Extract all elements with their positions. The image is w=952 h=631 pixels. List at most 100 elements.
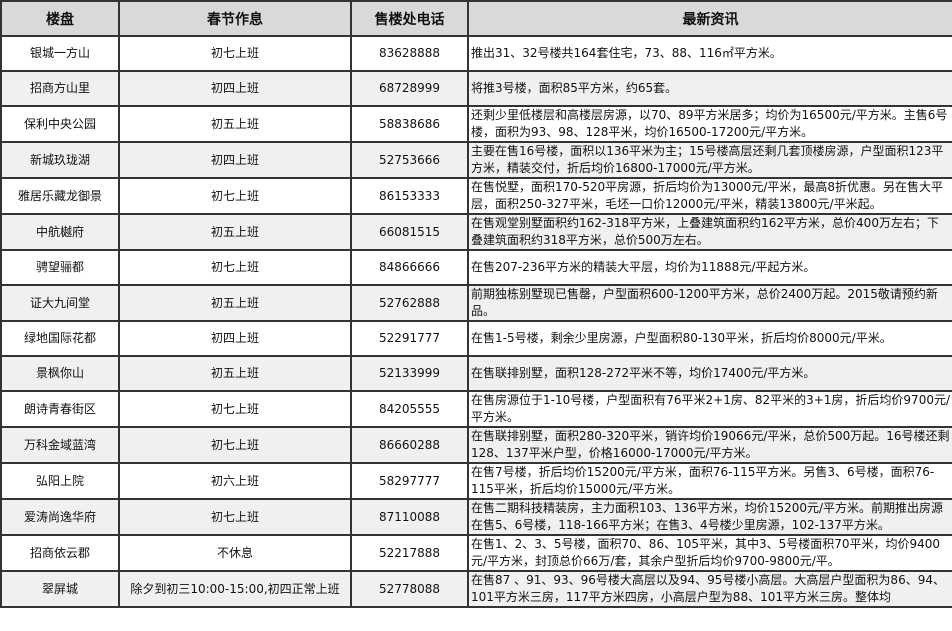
property-name: 中航樾府 — [0, 213, 120, 251]
property-name: 保利中央公园 — [0, 105, 120, 143]
latest-news-text: 在售7号楼，折后均价15200元/平方米，面积76-115平方米。另售3、6号楼… — [471, 465, 935, 496]
holiday-schedule: 初七上班 — [118, 177, 352, 215]
latest-news-text: 在售悦墅，面积170-520平房源，折后均价为13000元/平米，最高8折优惠。… — [471, 180, 943, 211]
latest-news-text: 在售房源位于1-10号楼，户型面积有76平米2+1房、82平米的3+1房，折后均… — [471, 393, 950, 424]
latest-news: 在售1-5号楼，剩余少里房源，户型面积80-130平米，折后均价8000元/平米… — [467, 320, 952, 357]
property-name: 招商依云郡 — [0, 534, 120, 572]
table-row: 证大九间堂 初五上班 52762888 前期独栋别墅现已售罄，户型面积600-1200… — [0, 284, 952, 322]
latest-news: 前期独栋别墅现已售罄，户型面积600-1200平方米，总价2400万起。2015… — [467, 284, 952, 322]
property-name: 招商方山里 — [0, 70, 120, 107]
property-name: 雅居乐藏龙御景 — [0, 177, 120, 215]
holiday-schedule: 初四上班 — [118, 320, 352, 357]
header-row: 楼盘 春节作息 售楼处电话 最新资讯 — [0, 0, 952, 37]
table-row: 弘阳上院 初六上班 58297777 在售7号楼，折后均价15200元/平方米，面积7… — [0, 462, 952, 500]
latest-news-text: 在售1、2、3、5号楼，面积70、86、105平米，其中3、5号楼面积70平米，… — [471, 537, 941, 568]
sales-phone: 83628888 — [350, 35, 469, 72]
latest-news: 在售联排别墅，面积280-320平米，销许均价19066元/平米，总价500万起… — [467, 426, 952, 464]
property-name: 翠屏城 — [0, 570, 120, 608]
sales-phone: 52133999 — [350, 355, 469, 392]
holiday-schedule: 初七上班 — [118, 390, 352, 428]
sales-phone: 52217888 — [350, 534, 469, 572]
latest-news: 在售1、2、3、5号楼，面积70、86、105平米，其中3、5号楼面积70平米，… — [467, 534, 952, 572]
property-name: 弘阳上院 — [0, 462, 120, 500]
sales-phone: 68728999 — [350, 70, 469, 107]
latest-news-text: 前期独栋别墅现已售罄，户型面积600-1200平方米，总价2400万起。2015… — [471, 287, 938, 318]
table-row: 绿地国际花都 初四上班 52291777 在售1-5号楼，剩余少里房源，户型面积80-… — [0, 320, 952, 357]
latest-news: 在售87 、91、93、96号楼大高层以及94、95号楼小高层。大高层户型面积为… — [467, 570, 952, 608]
holiday-schedule: 初五上班 — [118, 284, 352, 322]
property-table: 楼盘 春节作息 售楼处电话 最新资讯 银城一方山 初七上班 83628888 推出31… — [0, 0, 952, 608]
property-name: 证大九间堂 — [0, 284, 120, 322]
sales-phone: 66081515 — [350, 213, 469, 251]
latest-news-text: 在售观堂别墅面积约162-318平方米，上叠建筑面积约162平方米，总价400万… — [471, 216, 939, 247]
table-row: 骋望骊都 初七上班 84866666 在售207-236平方米的精装大平层，均价为11… — [0, 249, 952, 286]
latest-news-text: 在售联排别墅，面积128-272平米不等，均价17400元/平方米。 — [471, 366, 816, 380]
sales-phone: 52753666 — [350, 141, 469, 179]
latest-news-text: 主要在售16号楼，面积以136平米为主；15号楼高层还剩几套顶楼房源，户型面积1… — [471, 144, 944, 175]
sales-phone: 86660288 — [350, 426, 469, 464]
latest-news: 还剩少里低楼层和高楼层房源，以70、89平方米居多；均价为16500元/平方米。… — [467, 105, 952, 143]
property-name: 银城一方山 — [0, 35, 120, 72]
latest-news: 在售7号楼，折后均价15200元/平方米，面积76-115平方米。另售3、6号楼… — [467, 462, 952, 500]
latest-news: 在售观堂别墅面积约162-318平方米，上叠建筑面积约162平方米，总价400万… — [467, 213, 952, 251]
holiday-schedule: 初五上班 — [118, 355, 352, 392]
holiday-schedule: 初七上班 — [118, 249, 352, 286]
latest-news: 在售二期科技精装房，主力面积103、136平方米，均价15200元/平方米。前期… — [467, 498, 952, 536]
latest-news-text: 还剩少里低楼层和高楼层房源，以70、89平方米居多；均价为16500元/平方米。… — [471, 108, 948, 139]
holiday-schedule: 除夕到初三10:00-15:00,初四正常上班 — [118, 570, 352, 608]
table-row: 招商依云郡 不休息 52217888 在售1、2、3、5号楼，面积70、86、105平… — [0, 534, 952, 572]
header-schedule: 春节作息 — [118, 0, 352, 37]
table-row: 爱涛尚逸华府 初七上班 87110088 在售二期科技精装房，主力面积103、136平… — [0, 498, 952, 536]
latest-news-text: 将推3号楼，面积85平方米，约65套。 — [471, 81, 678, 95]
property-name: 景枫你山 — [0, 355, 120, 392]
latest-news: 将推3号楼，面积85平方米，约65套。 — [467, 70, 952, 107]
property-name: 爱涛尚逸华府 — [0, 498, 120, 536]
sales-phone: 52762888 — [350, 284, 469, 322]
header-phone: 售楼处电话 — [350, 0, 469, 37]
latest-news-text: 在售联排别墅，面积280-320平米，销许均价19066元/平米，总价500万起… — [471, 429, 950, 460]
latest-news: 在售207-236平方米的精装大平层，均价为11888元/平起方米。 — [467, 249, 952, 286]
table-row: 景枫你山 初五上班 52133999 在售联排别墅，面积128-272平米不等，均价1… — [0, 355, 952, 392]
header-news: 最新资讯 — [467, 0, 952, 37]
sales-phone: 58838686 — [350, 105, 469, 143]
holiday-schedule: 初四上班 — [118, 70, 352, 107]
holiday-schedule: 初五上班 — [118, 213, 352, 251]
latest-news: 在售悦墅，面积170-520平房源，折后均价为13000元/平米，最高8折优惠。… — [467, 177, 952, 215]
sales-phone: 58297777 — [350, 462, 469, 500]
latest-news-text: 在售二期科技精装房，主力面积103、136平方米，均价15200元/平方米。前期… — [471, 501, 944, 532]
latest-news: 在售房源位于1-10号楼，户型面积有76平米2+1房、82平米的3+1房，折后均… — [467, 390, 952, 428]
table-row: 雅居乐藏龙御景 初七上班 86153333 在售悦墅，面积170-520平房源，折后均… — [0, 177, 952, 215]
table-row: 新城玖珑湖 初四上班 52753666 主要在售16号楼，面积以136平米为主；15号… — [0, 141, 952, 179]
holiday-schedule: 初七上班 — [118, 498, 352, 536]
property-name: 万科金域蓝湾 — [0, 426, 120, 464]
holiday-schedule: 初七上班 — [118, 35, 352, 72]
sales-phone: 86153333 — [350, 177, 469, 215]
latest-news: 在售联排别墅，面积128-272平米不等，均价17400元/平方米。 — [467, 355, 952, 392]
property-name: 朗诗青春街区 — [0, 390, 120, 428]
latest-news-text: 在售1-5号楼，剩余少里房源，户型面积80-130平米，折后均价8000元/平米… — [471, 331, 892, 345]
holiday-schedule: 初七上班 — [118, 426, 352, 464]
table-row: 中航樾府 初五上班 66081515 在售观堂别墅面积约162-318平方米，上叠建筑… — [0, 213, 952, 251]
holiday-schedule: 不休息 — [118, 534, 352, 572]
latest-news: 推出31、32号楼共164套住宅，73、88、116㎡平方米。 — [467, 35, 952, 72]
sales-phone: 52291777 — [350, 320, 469, 357]
table-row: 翠屏城 除夕到初三10:00-15:00,初四正常上班 52778088 在售87 、… — [0, 570, 952, 608]
latest-news-text: 在售207-236平方米的精装大平层，均价为11888元/平起方米。 — [471, 260, 816, 274]
sales-phone: 87110088 — [350, 498, 469, 536]
holiday-schedule: 初六上班 — [118, 462, 352, 500]
property-name: 绿地国际花都 — [0, 320, 120, 357]
sales-phone: 84866666 — [350, 249, 469, 286]
table-row: 朗诗青春街区 初七上班 84205555 在售房源位于1-10号楼，户型面积有76平米… — [0, 390, 952, 428]
holiday-schedule: 初四上班 — [118, 141, 352, 179]
latest-news: 主要在售16号楼，面积以136平米为主；15号楼高层还剩几套顶楼房源，户型面积1… — [467, 141, 952, 179]
property-name: 新城玖珑湖 — [0, 141, 120, 179]
latest-news-text: 在售87 、91、93、96号楼大高层以及94、95号楼小高层。大高层户型面积为… — [471, 573, 945, 604]
header-property: 楼盘 — [0, 0, 120, 37]
sales-phone: 84205555 — [350, 390, 469, 428]
table-row: 保利中央公园 初五上班 58838686 还剩少里低楼层和高楼层房源，以70、89平方… — [0, 105, 952, 143]
table-row: 招商方山里 初四上班 68728999 将推3号楼，面积85平方米，约65套。 — [0, 70, 952, 107]
table-row: 银城一方山 初七上班 83628888 推出31、32号楼共164套住宅，73、88、… — [0, 35, 952, 72]
sales-phone: 52778088 — [350, 570, 469, 608]
latest-news-text: 推出31、32号楼共164套住宅，73、88、116㎡平方米。 — [471, 46, 782, 60]
table-row: 万科金域蓝湾 初七上班 86660288 在售联排别墅，面积280-320平米，销许均… — [0, 426, 952, 464]
